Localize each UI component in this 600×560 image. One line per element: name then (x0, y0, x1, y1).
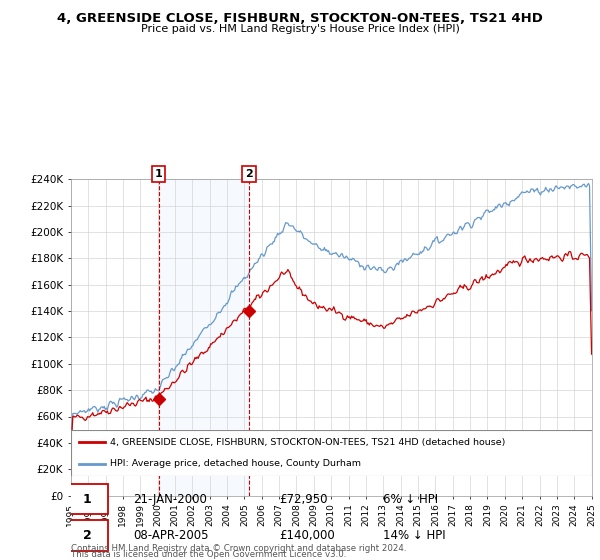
Text: 1: 1 (155, 169, 163, 179)
Text: 6% ↓ HPI: 6% ↓ HPI (383, 493, 439, 506)
FancyBboxPatch shape (65, 484, 108, 514)
Text: Contains HM Land Registry data © Crown copyright and database right 2024.: Contains HM Land Registry data © Crown c… (71, 544, 406, 553)
Text: This data is licensed under the Open Government Licence v3.0.: This data is licensed under the Open Gov… (71, 550, 346, 559)
FancyBboxPatch shape (71, 430, 592, 476)
Text: £72,950: £72,950 (279, 493, 328, 506)
Text: 1: 1 (83, 493, 91, 506)
Text: Price paid vs. HM Land Registry's House Price Index (HPI): Price paid vs. HM Land Registry's House … (140, 24, 460, 34)
Text: 2: 2 (83, 529, 91, 542)
FancyBboxPatch shape (65, 520, 108, 550)
Text: 4, GREENSIDE CLOSE, FISHBURN, STOCKTON-ON-TEES, TS21 4HD: 4, GREENSIDE CLOSE, FISHBURN, STOCKTON-O… (57, 12, 543, 25)
Text: 2: 2 (245, 169, 253, 179)
Text: £140,000: £140,000 (279, 529, 335, 542)
Text: 4, GREENSIDE CLOSE, FISHBURN, STOCKTON-ON-TEES, TS21 4HD (detached house): 4, GREENSIDE CLOSE, FISHBURN, STOCKTON-O… (110, 438, 505, 447)
Text: 21-JAN-2000: 21-JAN-2000 (133, 493, 207, 506)
Text: HPI: Average price, detached house, County Durham: HPI: Average price, detached house, Coun… (110, 459, 361, 468)
Bar (158, 179, 249, 496)
Text: 08-APR-2005: 08-APR-2005 (133, 529, 209, 542)
Text: 14% ↓ HPI: 14% ↓ HPI (383, 529, 446, 542)
